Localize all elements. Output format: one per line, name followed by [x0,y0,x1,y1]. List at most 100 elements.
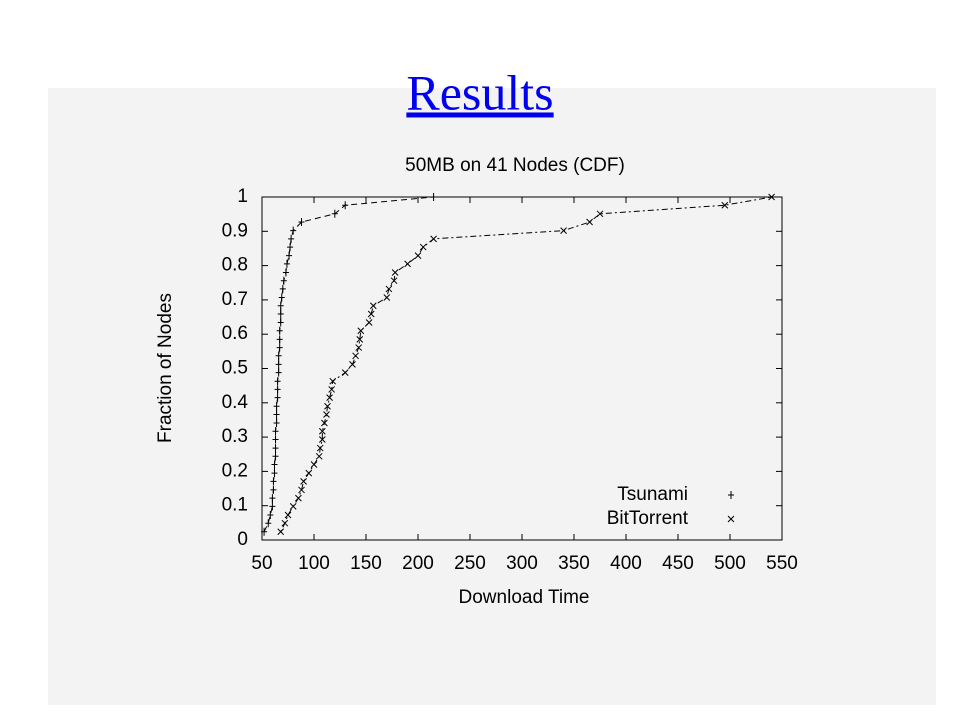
point [298,218,305,227]
point [290,226,297,235]
point [356,335,364,343]
point [276,326,283,335]
point [275,368,282,377]
y-tick-label: 0.7 [222,289,248,310]
point [284,511,292,519]
point [419,243,427,251]
point [270,485,277,494]
point [316,444,324,452]
point [430,193,437,201]
point [272,444,279,453]
point [267,510,274,519]
y-axis-label: Fraction of Nodes [155,293,176,443]
point [272,452,279,461]
x-tick-label: 150 [350,553,382,574]
x-tick-label: 250 [454,553,486,574]
point [352,352,359,360]
point [300,477,307,485]
y-tick-label: 0.4 [222,392,249,413]
point [596,210,604,218]
point [269,494,276,503]
y-tick-label: 0.3 [222,426,248,447]
point [430,235,437,243]
point [274,393,281,402]
x-tick-label: 200 [402,553,434,574]
point [298,486,305,494]
x-tick-label: 50 [251,553,272,574]
point [272,435,279,444]
point [357,327,365,335]
y-tick-label: 0.2 [222,460,248,481]
point [261,527,268,536]
point [277,318,284,327]
x-tick-label: 350 [558,553,590,574]
point [367,310,375,318]
point [365,319,373,326]
x-tick-label: 500 [714,553,746,574]
y-tick-label: 0 [237,529,248,550]
point [279,284,286,293]
point [287,243,294,252]
x-tick-label: 100 [298,553,330,574]
point [323,411,330,418]
point [271,460,278,469]
point [390,277,398,285]
point [369,302,377,310]
x-tick-label: 550 [766,553,798,574]
point [289,503,297,510]
y-tick-label: 0.6 [222,323,248,344]
point [349,361,356,368]
point [383,294,391,301]
point [280,276,287,285]
point [341,369,349,376]
point [318,427,326,435]
point [310,461,318,468]
point [273,419,280,428]
point [282,268,289,277]
point [342,201,349,210]
point [586,218,593,226]
x-tick-label: 300 [506,553,538,574]
point [275,360,282,369]
point [272,427,279,436]
point [721,201,729,209]
point [328,386,336,393]
legend-label: BitTorrent [607,508,689,529]
y-tick-label: 0.9 [222,220,248,241]
y-tick-label: 0.5 [222,358,248,379]
legend-label: Tsunami [617,484,688,505]
point [273,410,280,419]
x-tick-label: 450 [662,553,694,574]
point [414,252,422,260]
point [265,519,272,528]
point [277,528,285,536]
point [269,502,276,511]
point [355,344,363,351]
point [276,343,283,352]
point [560,227,567,234]
point [315,452,323,460]
point [329,377,337,385]
x-axis-label: Download Time [459,587,590,608]
point [326,394,333,402]
point [283,259,290,268]
legend-marker [727,515,735,523]
x-tick-label: 400 [610,553,642,574]
point [318,436,326,443]
point [404,260,411,268]
point [278,293,285,302]
point [281,519,289,527]
point [277,309,284,318]
point [271,469,278,478]
point [274,385,281,394]
point [331,209,338,218]
point [270,477,277,486]
y-tick-label: 0.8 [222,255,248,276]
point [324,402,331,410]
point [321,419,328,427]
point [305,469,313,477]
chart-title: 50MB on 41 Nodes (CDF) [405,155,625,176]
point [273,402,280,411]
slide-title: Results [406,64,553,120]
